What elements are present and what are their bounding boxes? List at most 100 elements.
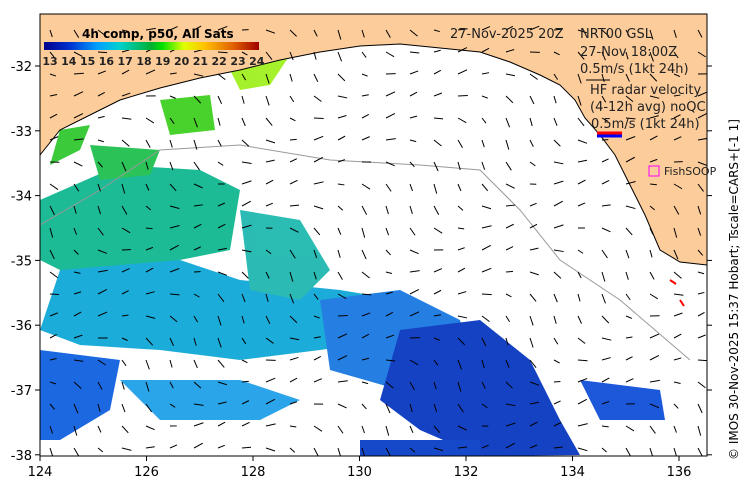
colorbar-ticks: 13 14 15 16 17 18 19 20 21 22 23 24 [42, 55, 264, 68]
current-arrow [649, 354, 660, 361]
current-arrow [217, 337, 222, 348]
current-arrow [241, 315, 245, 324]
current-arrow [409, 403, 413, 413]
current-arrow [577, 249, 584, 254]
current-arrow [553, 224, 564, 229]
current-arrow [313, 51, 317, 60]
current-arrow [193, 223, 202, 229]
current-arrow [73, 447, 80, 456]
current-arrow [625, 156, 636, 163]
current-arrow [433, 289, 442, 295]
current-arrow [673, 73, 681, 78]
current-arrow [529, 444, 538, 449]
current-arrow [145, 227, 153, 230]
current-arrow [289, 179, 298, 185]
current-arrow [241, 224, 252, 229]
radar-legend-line1: HF radar velocity [590, 83, 702, 98]
current-arrow [529, 293, 537, 302]
x-tick-label: 134 [560, 465, 585, 480]
current-arrow [601, 377, 610, 383]
current-arrow [481, 267, 492, 273]
current-arrow [145, 315, 156, 319]
current-arrow [673, 205, 680, 215]
current-arrow [337, 293, 347, 300]
current-arrow [49, 73, 57, 77]
current-arrow [97, 183, 102, 192]
current-arrow [241, 180, 252, 185]
current-arrow [313, 447, 319, 456]
current-arrow [145, 359, 150, 370]
current-arrow [73, 205, 77, 214]
current-arrow [121, 314, 129, 317]
current-arrow [169, 315, 178, 323]
current-arrow [601, 227, 611, 233]
current-arrow [193, 204, 203, 207]
current-arrow [289, 293, 295, 304]
current-arrow [673, 312, 683, 317]
current-arrow [73, 227, 78, 235]
current-arrow [457, 403, 464, 413]
current-arrow [217, 73, 226, 81]
current-arrow [553, 315, 557, 324]
current-arrow [481, 293, 492, 296]
current-arrow [481, 337, 487, 347]
current-arrow [289, 29, 297, 37]
current-arrow [553, 139, 561, 147]
current-arrow [673, 271, 682, 279]
current-arrow [385, 334, 395, 339]
current-arrow [337, 73, 346, 82]
current-arrow [97, 269, 108, 273]
current-arrow [385, 205, 389, 215]
current-arrow [601, 425, 609, 428]
current-arrow [625, 29, 630, 37]
current-arrow [265, 202, 274, 207]
current-arrow [409, 227, 416, 236]
current-arrow [673, 403, 679, 409]
current-arrow [649, 447, 654, 456]
current-arrow [289, 227, 299, 233]
current-arrow [97, 311, 108, 317]
current-arrow [289, 51, 294, 61]
current-arrow [193, 246, 201, 251]
current-arrow [193, 381, 202, 389]
x-axis: 124 126 128 130 132 134 136 [28, 456, 691, 480]
current-arrow [673, 94, 681, 97]
current-arrow [49, 271, 58, 279]
current-arrow [529, 337, 534, 348]
current-arrow [409, 29, 418, 37]
y-tick-label: -38 [11, 449, 32, 464]
current-arrow [241, 359, 248, 364]
current-arrow [97, 381, 103, 390]
current-arrow [553, 117, 558, 126]
y-tick-label: -36 [11, 319, 32, 334]
current-arrow [385, 91, 396, 97]
current-arrow [73, 72, 84, 75]
current-arrow [361, 447, 365, 456]
current-arrow [121, 447, 132, 451]
current-arrow [337, 135, 346, 141]
current-arrow [169, 293, 180, 296]
current-arrow [241, 421, 250, 427]
current-arrow [553, 28, 562, 31]
current-arrow [553, 200, 564, 207]
y-tick-label: -34 [11, 190, 32, 205]
current-arrow [457, 47, 468, 53]
current-arrow [601, 29, 610, 37]
current-arrow [337, 29, 342, 40]
current-arrow [337, 205, 344, 211]
current-arrow [577, 447, 588, 452]
current-arrow [529, 161, 536, 167]
current-arrow [577, 159, 588, 163]
current-arrow [289, 447, 296, 453]
current-arrow [553, 271, 562, 279]
current-arrow [577, 51, 585, 60]
current-arrow [673, 381, 681, 385]
current-arrow [361, 249, 367, 260]
current-arrow [217, 271, 228, 276]
current-arrow [145, 291, 155, 295]
colorbar-tick-label: 14 [61, 55, 77, 68]
current-arrow [553, 180, 564, 185]
current-arrow [433, 139, 442, 147]
current-arrow [73, 403, 79, 414]
current-arrow [121, 381, 125, 390]
